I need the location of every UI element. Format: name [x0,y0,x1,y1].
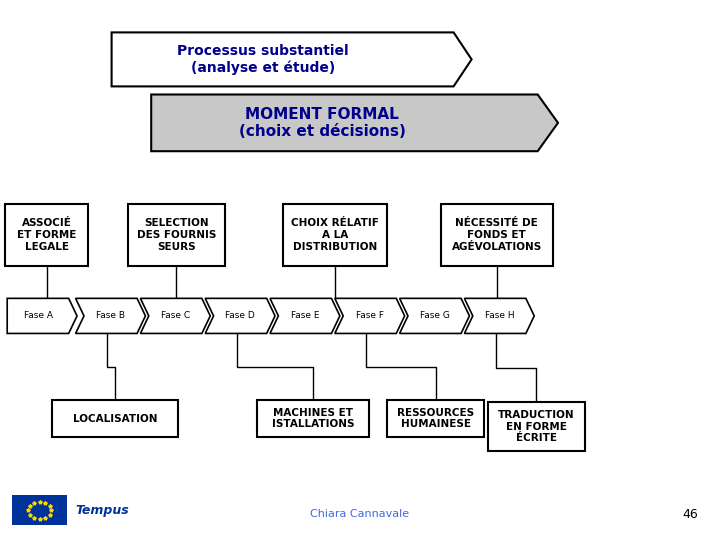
Text: Tempus: Tempus [76,504,130,517]
Text: Fase F: Fase F [356,312,384,320]
Text: NÉCESSITÉ DE
FONDS ET
AGÉVOLATIONS: NÉCESSITÉ DE FONDS ET AGÉVOLATIONS [451,218,542,252]
Polygon shape [151,94,558,151]
Text: Fase E: Fase E [291,312,319,320]
FancyBboxPatch shape [12,495,67,525]
Polygon shape [140,298,210,333]
Polygon shape [205,298,275,333]
Text: Fase D: Fase D [225,312,255,320]
Text: MACHINES ET
ISTALLATIONS: MACHINES ET ISTALLATIONS [272,408,354,429]
Text: CHOIX RÉLATIF
A LA
DISTRIBUTION: CHOIX RÉLATIF A LA DISTRIBUTION [291,218,379,252]
Text: Fase B: Fase B [96,312,125,320]
Text: Fase A: Fase A [24,312,53,320]
Polygon shape [76,298,145,333]
FancyBboxPatch shape [387,400,484,437]
Text: RESSOURCES
HUMAINESE: RESSOURCES HUMAINESE [397,408,474,429]
Polygon shape [464,298,534,333]
FancyBboxPatch shape [128,204,225,266]
Text: LOCALISATION: LOCALISATION [73,414,158,423]
Text: ASSOCIÉ
ET FORME
LEGALE: ASSOCIÉ ET FORME LEGALE [17,218,76,252]
Text: SELECTION
DES FOURNIS
SEURS: SELECTION DES FOURNIS SEURS [137,218,216,252]
FancyBboxPatch shape [488,402,585,451]
Polygon shape [400,298,469,333]
FancyBboxPatch shape [283,204,387,266]
FancyBboxPatch shape [258,400,369,437]
Text: Fase G: Fase G [420,312,449,320]
Text: Processus substantiel
(analyse et étude): Processus substantiel (analyse et étude) [177,44,348,75]
Text: 46: 46 [683,508,698,521]
Polygon shape [112,32,472,86]
Text: MOMENT FORMAL
(choix et décisions): MOMENT FORMAL (choix et décisions) [238,107,405,139]
Polygon shape [7,298,77,333]
FancyBboxPatch shape [53,400,179,437]
Polygon shape [335,298,405,333]
FancyBboxPatch shape [441,204,553,266]
FancyBboxPatch shape [6,204,89,266]
Text: Fase H: Fase H [485,312,514,320]
Text: Fase C: Fase C [161,312,190,320]
Polygon shape [270,298,340,333]
Text: TRADUCTION
EN FORME
ÉCRITE: TRADUCTION EN FORME ÉCRITE [498,410,575,443]
Text: Chiara Cannavale: Chiara Cannavale [310,509,410,519]
